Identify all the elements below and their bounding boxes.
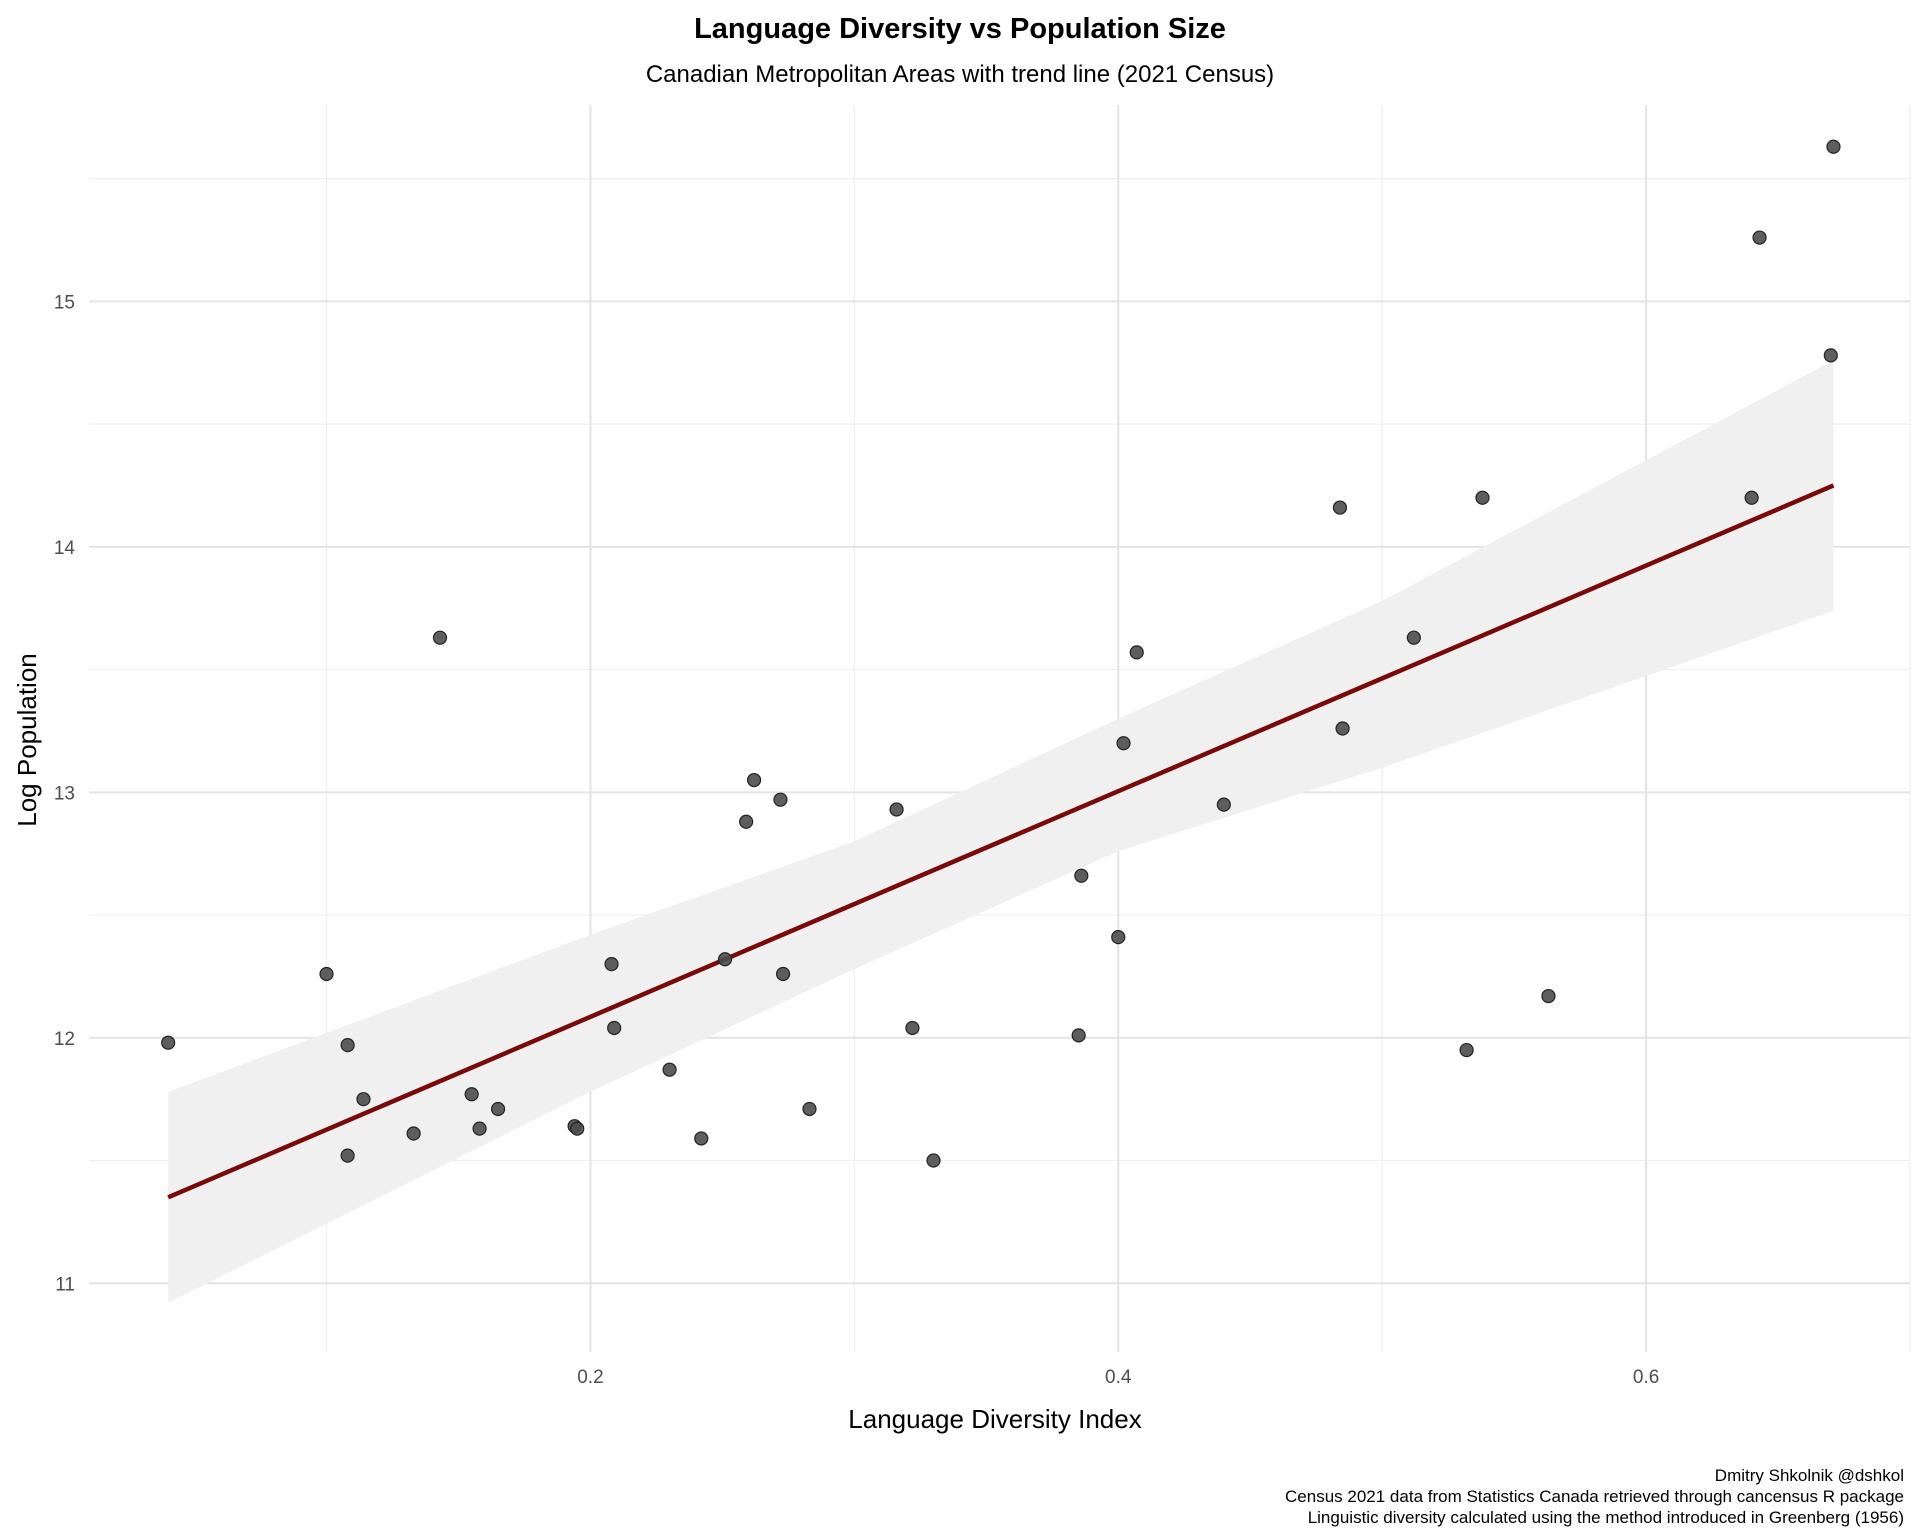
y-tick-label: 11: [55, 1274, 75, 1295]
data-point: [739, 814, 754, 829]
data-point: [570, 1121, 585, 1136]
chart-title: Language Diversity vs Population Size: [694, 13, 1226, 45]
data-point: [1475, 490, 1490, 505]
caption-author: Dmitry Shkolnik @dshkol: [1715, 1466, 1904, 1485]
data-point: [464, 1087, 479, 1102]
data-point: [1744, 490, 1759, 505]
x-tick-label: 0.4: [1105, 1367, 1132, 1388]
data-point: [1116, 736, 1131, 751]
data-point: [802, 1101, 817, 1117]
data-point: [1074, 868, 1089, 883]
data-point: [490, 1101, 506, 1117]
data-point: [662, 1062, 677, 1077]
y-tick-label: 12: [54, 1029, 75, 1050]
y-axis-ticks: 11 12 13 14 15: [54, 292, 76, 1295]
data-point: [1332, 500, 1348, 515]
data-point: [340, 1038, 355, 1053]
data-point: [161, 1035, 176, 1050]
data-point: [340, 1148, 355, 1163]
y-axis-label: Log Population: [12, 653, 42, 826]
data-point: [1752, 230, 1767, 245]
data-point: [604, 957, 619, 972]
x-axis-label: Language Diversity Index: [848, 1404, 1141, 1434]
data-point: [1111, 930, 1126, 945]
confidence-band: [168, 360, 1834, 1303]
trend-line: [167, 483, 1835, 1200]
data-point: [905, 1020, 920, 1036]
y-tick-label: 15: [54, 292, 75, 313]
grid-lines: [89, 105, 1911, 1352]
data-point: [607, 1020, 622, 1036]
data-point: [717, 952, 733, 967]
data-point: [694, 1131, 709, 1146]
data-point: [406, 1126, 421, 1141]
data-point: [472, 1121, 487, 1136]
data-point: [1129, 645, 1144, 660]
data-point: [1823, 348, 1838, 363]
data-point: [319, 966, 334, 982]
data-point: [746, 772, 762, 788]
data-point: [1216, 797, 1231, 812]
data-point: [356, 1092, 371, 1107]
data-points: [161, 139, 1841, 1168]
data-point: [1335, 721, 1350, 736]
x-axis-ticks: 0.2 0.4 0.6: [577, 1367, 1659, 1388]
confidence-band-layer: [168, 360, 1834, 1303]
x-tick-label: 0.6: [1633, 1367, 1659, 1388]
data-point: [1071, 1028, 1086, 1043]
trend-line-layer: [167, 483, 1835, 1200]
caption-method: Linguistic diversity calculated using th…: [1308, 1508, 1904, 1527]
y-tick-label: 13: [54, 783, 75, 804]
chart-subtitle: Canadian Metropolitan Areas with trend l…: [646, 61, 1274, 88]
data-point: [1541, 988, 1556, 1004]
data-point: [775, 966, 791, 982]
caption-source: Census 2021 data from Statistics Canada …: [1285, 1487, 1904, 1506]
x-tick-label: 0.2: [577, 1367, 603, 1388]
data-point: [926, 1153, 941, 1168]
data-point: [1826, 139, 1841, 154]
data-point: [773, 792, 788, 807]
data-point: [1406, 630, 1421, 645]
data-point: [889, 802, 904, 817]
data-point: [1459, 1042, 1474, 1058]
data-point: [432, 630, 448, 645]
y-tick-label: 14: [54, 538, 76, 559]
